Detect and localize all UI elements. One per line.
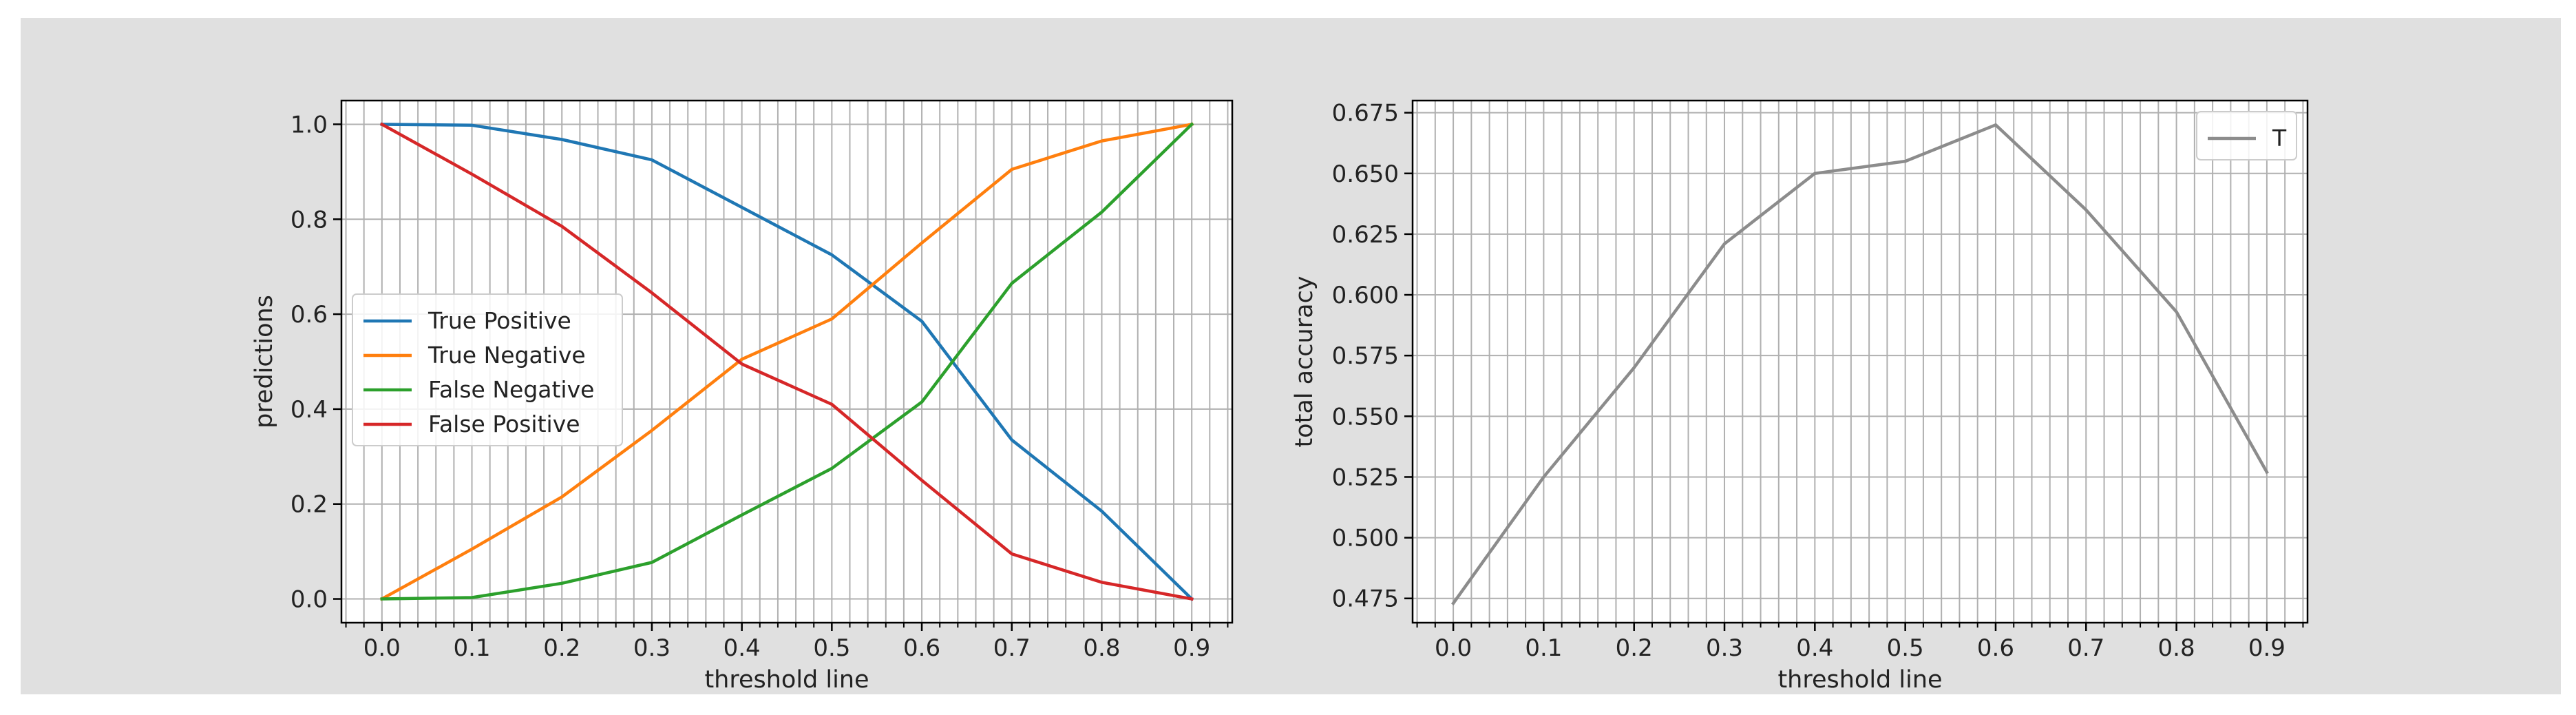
series-line-3 (379, 122, 1194, 601)
axes-frame (340, 99, 1234, 624)
y-tick-label: 0.675 (1332, 100, 1399, 127)
y-tick-label: 0.4 (291, 396, 328, 424)
y-tick-label: 0.2 (291, 491, 328, 519)
y-tick-label: 0.650 (1332, 160, 1399, 188)
x-tick-label: 0.8 (1083, 634, 1120, 662)
legend-label-1: True Negative (427, 342, 586, 369)
x-tick-label: 0.4 (1796, 634, 1833, 662)
series-line-0 (380, 123, 1194, 601)
legend: T (2196, 111, 2297, 160)
x-tick-label: 0.3 (633, 634, 671, 662)
series-group (379, 122, 1194, 601)
y-axis-label: total accuracy (1291, 276, 1318, 447)
x-tick-label: 0.5 (813, 634, 850, 662)
legend-label-0: T (2272, 125, 2287, 152)
x-tick-label: 0.9 (1173, 634, 1210, 662)
series-group (1450, 123, 2269, 605)
x-tick-label: 0.1 (453, 634, 490, 662)
y-tick-label: 0.6 (291, 301, 328, 329)
x-tick-label: 0.5 (1887, 634, 1924, 662)
y-tick-label: 0.500 (1332, 525, 1399, 552)
x-tick-label: 0.0 (1435, 634, 1472, 662)
legend-label-3: False Positive (428, 411, 580, 437)
x-tick-label: 0.6 (903, 634, 940, 662)
series-line-1 (379, 122, 1194, 601)
y-tick-label: 0.575 (1332, 342, 1399, 370)
series-line-2 (380, 122, 1194, 601)
legend: True Positive True Negative False Negative… (352, 293, 623, 446)
y-axis: 0.0 0.2 0.4 0.6 0.8 1.0 (291, 111, 341, 614)
y-tick-label: 0.0 (291, 586, 328, 614)
plot-area (1413, 101, 2308, 623)
x-tick-label: 0.4 (724, 634, 761, 662)
x-axis: 0.0 0.1 0.2 0.3 0.4 0.5 0.6 0.7 0.8 0.9 (345, 623, 1229, 662)
y-axis-label: predictions (251, 295, 278, 428)
x-axis-label: threshold line (1777, 666, 1942, 694)
minor-gridlines (1416, 101, 2304, 623)
x-tick-label: 0.2 (1616, 634, 1653, 662)
legend-label-0: True Positive (427, 307, 571, 334)
x-tick-label: 0.1 (1525, 634, 1562, 662)
x-tick-label: 0.9 (2248, 634, 2285, 662)
x-tick-label: 0.0 (363, 634, 401, 662)
chart-accuracy-vs-threshold: 0.0 0.1 0.2 0.3 0.4 0.5 0.6 0.7 0.8 0.9 0.475 0.500… (1291, 99, 2309, 694)
y-tick-label: 0.625 (1332, 221, 1399, 249)
x-tick-label: 0.7 (2067, 634, 2104, 662)
x-tick-label: 0.2 (543, 634, 580, 662)
x-axis-label: threshold line (704, 666, 869, 694)
y-tick-label: 1.0 (291, 111, 328, 138)
x-axis: 0.0 0.1 0.2 0.3 0.4 0.5 0.6 0.7 0.8 0.9 (1416, 623, 2304, 662)
y-tick-label: 0.600 (1332, 282, 1399, 309)
legend-label-2: False Negative (428, 376, 594, 403)
major-gridlines (1413, 112, 2308, 599)
y-tick-label: 0.550 (1332, 403, 1399, 431)
legend-box (352, 293, 623, 446)
y-tick-label: 0.475 (1332, 586, 1399, 613)
y-axis: 0.475 0.500 0.525 0.550 0.575 0.600 0.625 0.650… (1332, 100, 1413, 613)
y-tick-label: 0.525 (1332, 464, 1399, 491)
x-tick-label: 0.7 (993, 634, 1031, 662)
x-tick-label: 0.6 (1977, 634, 2014, 662)
axes-frame (1411, 99, 2309, 624)
chart-rates-vs-threshold: 0.0 0.1 0.2 0.3 0.4 0.5 0.6 0.7 0.8 0.90.00.20.40… (251, 99, 1234, 694)
x-tick-label: 0.8 (2158, 634, 2195, 662)
legend-box (2196, 111, 2297, 160)
series-line-0 (1450, 123, 2269, 605)
x-tick-label: 0.3 (1706, 634, 1743, 662)
y-tick-label: 0.8 (291, 206, 328, 234)
